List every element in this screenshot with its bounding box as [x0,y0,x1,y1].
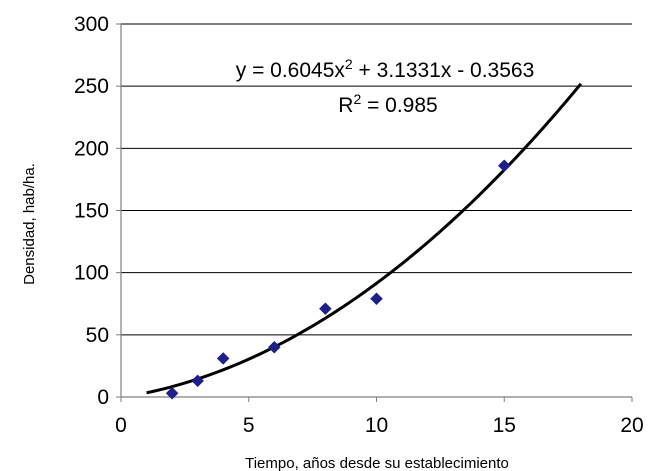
y-tick-labels: 0 50 100 150 200 250 300 [74,13,121,409]
y-tick-label-0: 0 [97,386,109,409]
data-point-4 [319,302,332,316]
y-tick-label-150: 150 [74,200,109,223]
x-tick-label-5: 5 [243,414,255,437]
x-tick-labels: 0 5 10 15 20 [115,397,644,437]
y-tick-label-300: 300 [74,13,109,36]
x-tick-label-10: 10 [365,414,388,437]
x-axis-title: Tiempo, años desde su establecimiento [245,455,509,471]
data-point-3 [267,340,281,354]
y-tick-label-50: 50 [86,324,109,347]
gridlines [121,23,632,336]
r-squared-label: R2 = 0.985 [338,91,437,117]
data-points [165,159,511,400]
x-tick-label-0: 0 [115,414,127,437]
data-point-2 [216,352,230,365]
y-tick-label-100: 100 [74,262,109,285]
data-point-0 [165,386,179,400]
x-tick-label-20: 20 [620,414,643,437]
data-point-6 [497,159,511,173]
y-tick-label-200: 200 [74,137,109,160]
x-tick-label-15: 15 [493,414,516,437]
trendline [146,82,583,395]
data-point-5 [370,292,383,306]
y-axis-title: Densidad, hab/ha. [21,163,38,285]
data-point-1 [191,374,205,388]
y-tick-label-250: 250 [74,75,109,98]
trendline-equation: y = 0.6045x2 + 3.1331x - 0.3563 [236,56,535,82]
